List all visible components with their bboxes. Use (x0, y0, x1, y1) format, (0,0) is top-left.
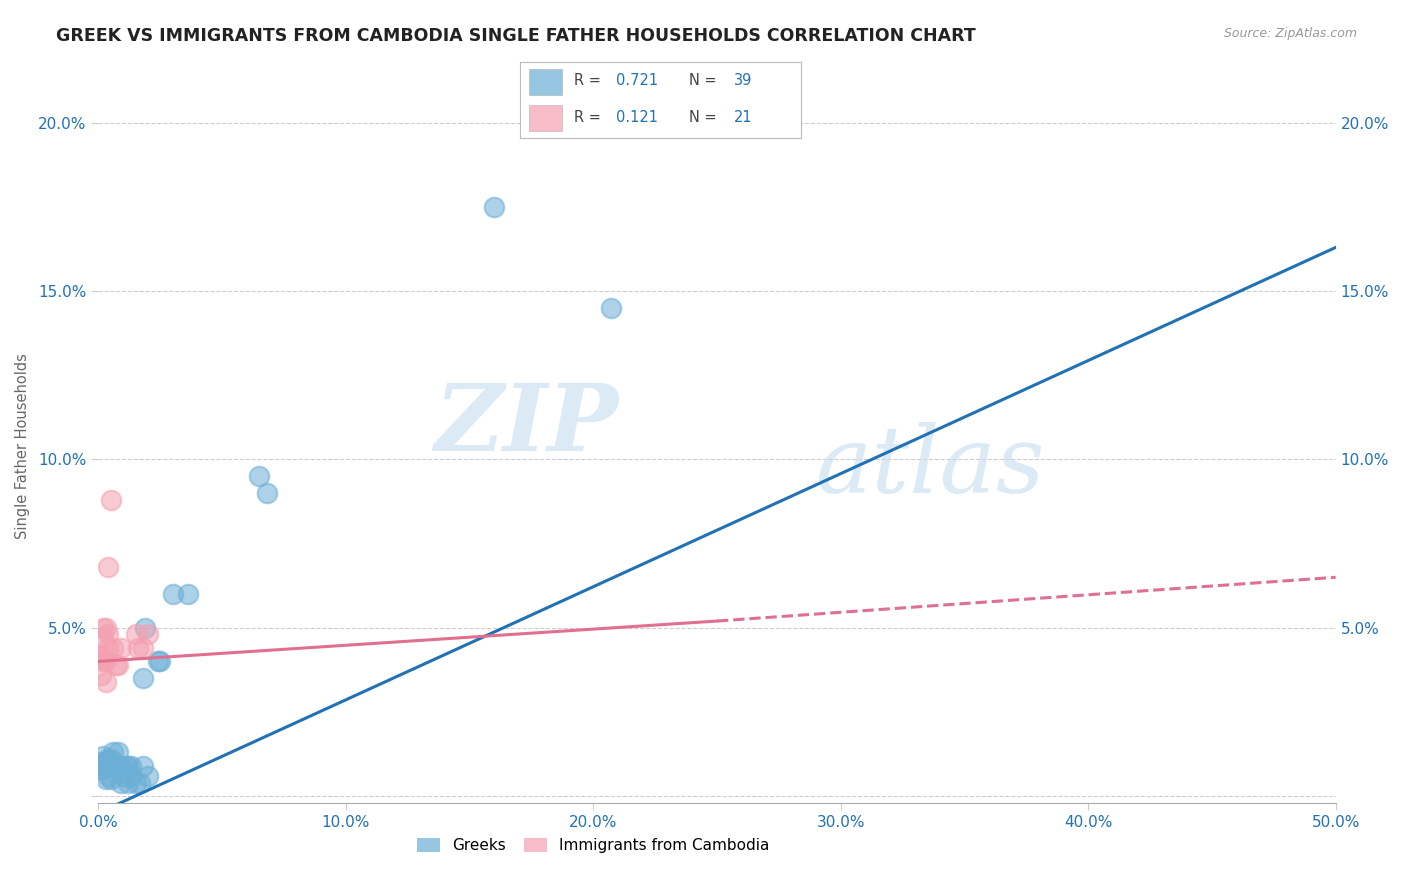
Point (93, 621, 115, 635)
Point (103, 745, 125, 759)
Point (104, 758, 127, 772)
Point (132, 640, 155, 655)
Point (132, 758, 155, 772)
Text: R =: R = (574, 73, 600, 88)
Text: Source: ZipAtlas.com: Source: ZipAtlas.com (1223, 27, 1357, 40)
Point (136, 769, 159, 783)
Point (120, 769, 142, 783)
Point (94, 772, 117, 787)
Point (114, 758, 136, 772)
Point (100, 758, 122, 772)
Text: 21: 21 (734, 110, 752, 125)
Point (132, 671, 155, 685)
Point (100, 772, 122, 787)
Point (129, 775, 152, 789)
Point (103, 640, 125, 655)
Point (93, 631, 115, 645)
Point (93, 748, 115, 763)
Point (97, 752, 120, 766)
Text: 39: 39 (734, 73, 752, 88)
Text: atlas: atlas (815, 423, 1046, 512)
Point (146, 655, 169, 669)
Point (162, 587, 184, 601)
Point (90, 668, 112, 682)
Y-axis label: Single Father Households: Single Father Households (15, 353, 30, 539)
Point (97, 560, 120, 574)
Point (94, 758, 117, 772)
Text: N =: N = (689, 73, 717, 88)
Point (100, 758, 122, 772)
Point (484, 200, 506, 214)
Point (107, 745, 129, 759)
Text: N =: N = (689, 110, 717, 125)
Point (93, 655, 115, 669)
Point (112, 769, 135, 783)
Point (110, 775, 132, 789)
Point (94, 674, 117, 689)
Text: R =: R = (574, 110, 600, 125)
Point (176, 587, 198, 601)
Point (103, 758, 125, 772)
Point (107, 657, 129, 672)
Point (256, 486, 278, 500)
Text: GREEK VS IMMIGRANTS FROM CAMBODIA SINGLE FATHER HOUSEHOLDS CORRELATION CHART: GREEK VS IMMIGRANTS FROM CAMBODIA SINGLE… (56, 27, 976, 45)
Point (110, 758, 132, 772)
Point (110, 640, 132, 655)
Point (134, 621, 156, 635)
Point (90, 648, 112, 662)
Point (100, 492, 122, 507)
Point (97, 758, 120, 772)
Point (127, 640, 149, 655)
Point (100, 752, 122, 766)
Point (97, 640, 120, 655)
Point (97, 627, 120, 641)
Text: ZIP: ZIP (434, 380, 619, 469)
Point (104, 657, 127, 672)
FancyBboxPatch shape (529, 105, 562, 130)
Text: 0.121: 0.121 (616, 110, 658, 125)
Point (599, 301, 621, 315)
Point (94, 621, 117, 635)
Legend: Greeks, Immigrants from Cambodia: Greeks, Immigrants from Cambodia (411, 831, 776, 859)
Point (117, 775, 139, 789)
Point (93, 762, 115, 776)
Point (124, 775, 146, 789)
Point (117, 758, 139, 772)
Point (124, 627, 146, 641)
Point (247, 469, 270, 483)
Point (90, 756, 112, 770)
Point (94, 756, 117, 770)
Point (90, 651, 112, 665)
FancyBboxPatch shape (529, 70, 562, 95)
Text: 0.721: 0.721 (616, 73, 658, 88)
Point (120, 758, 142, 772)
Point (94, 655, 117, 669)
Point (136, 627, 159, 641)
Point (149, 655, 172, 669)
Point (97, 769, 120, 783)
